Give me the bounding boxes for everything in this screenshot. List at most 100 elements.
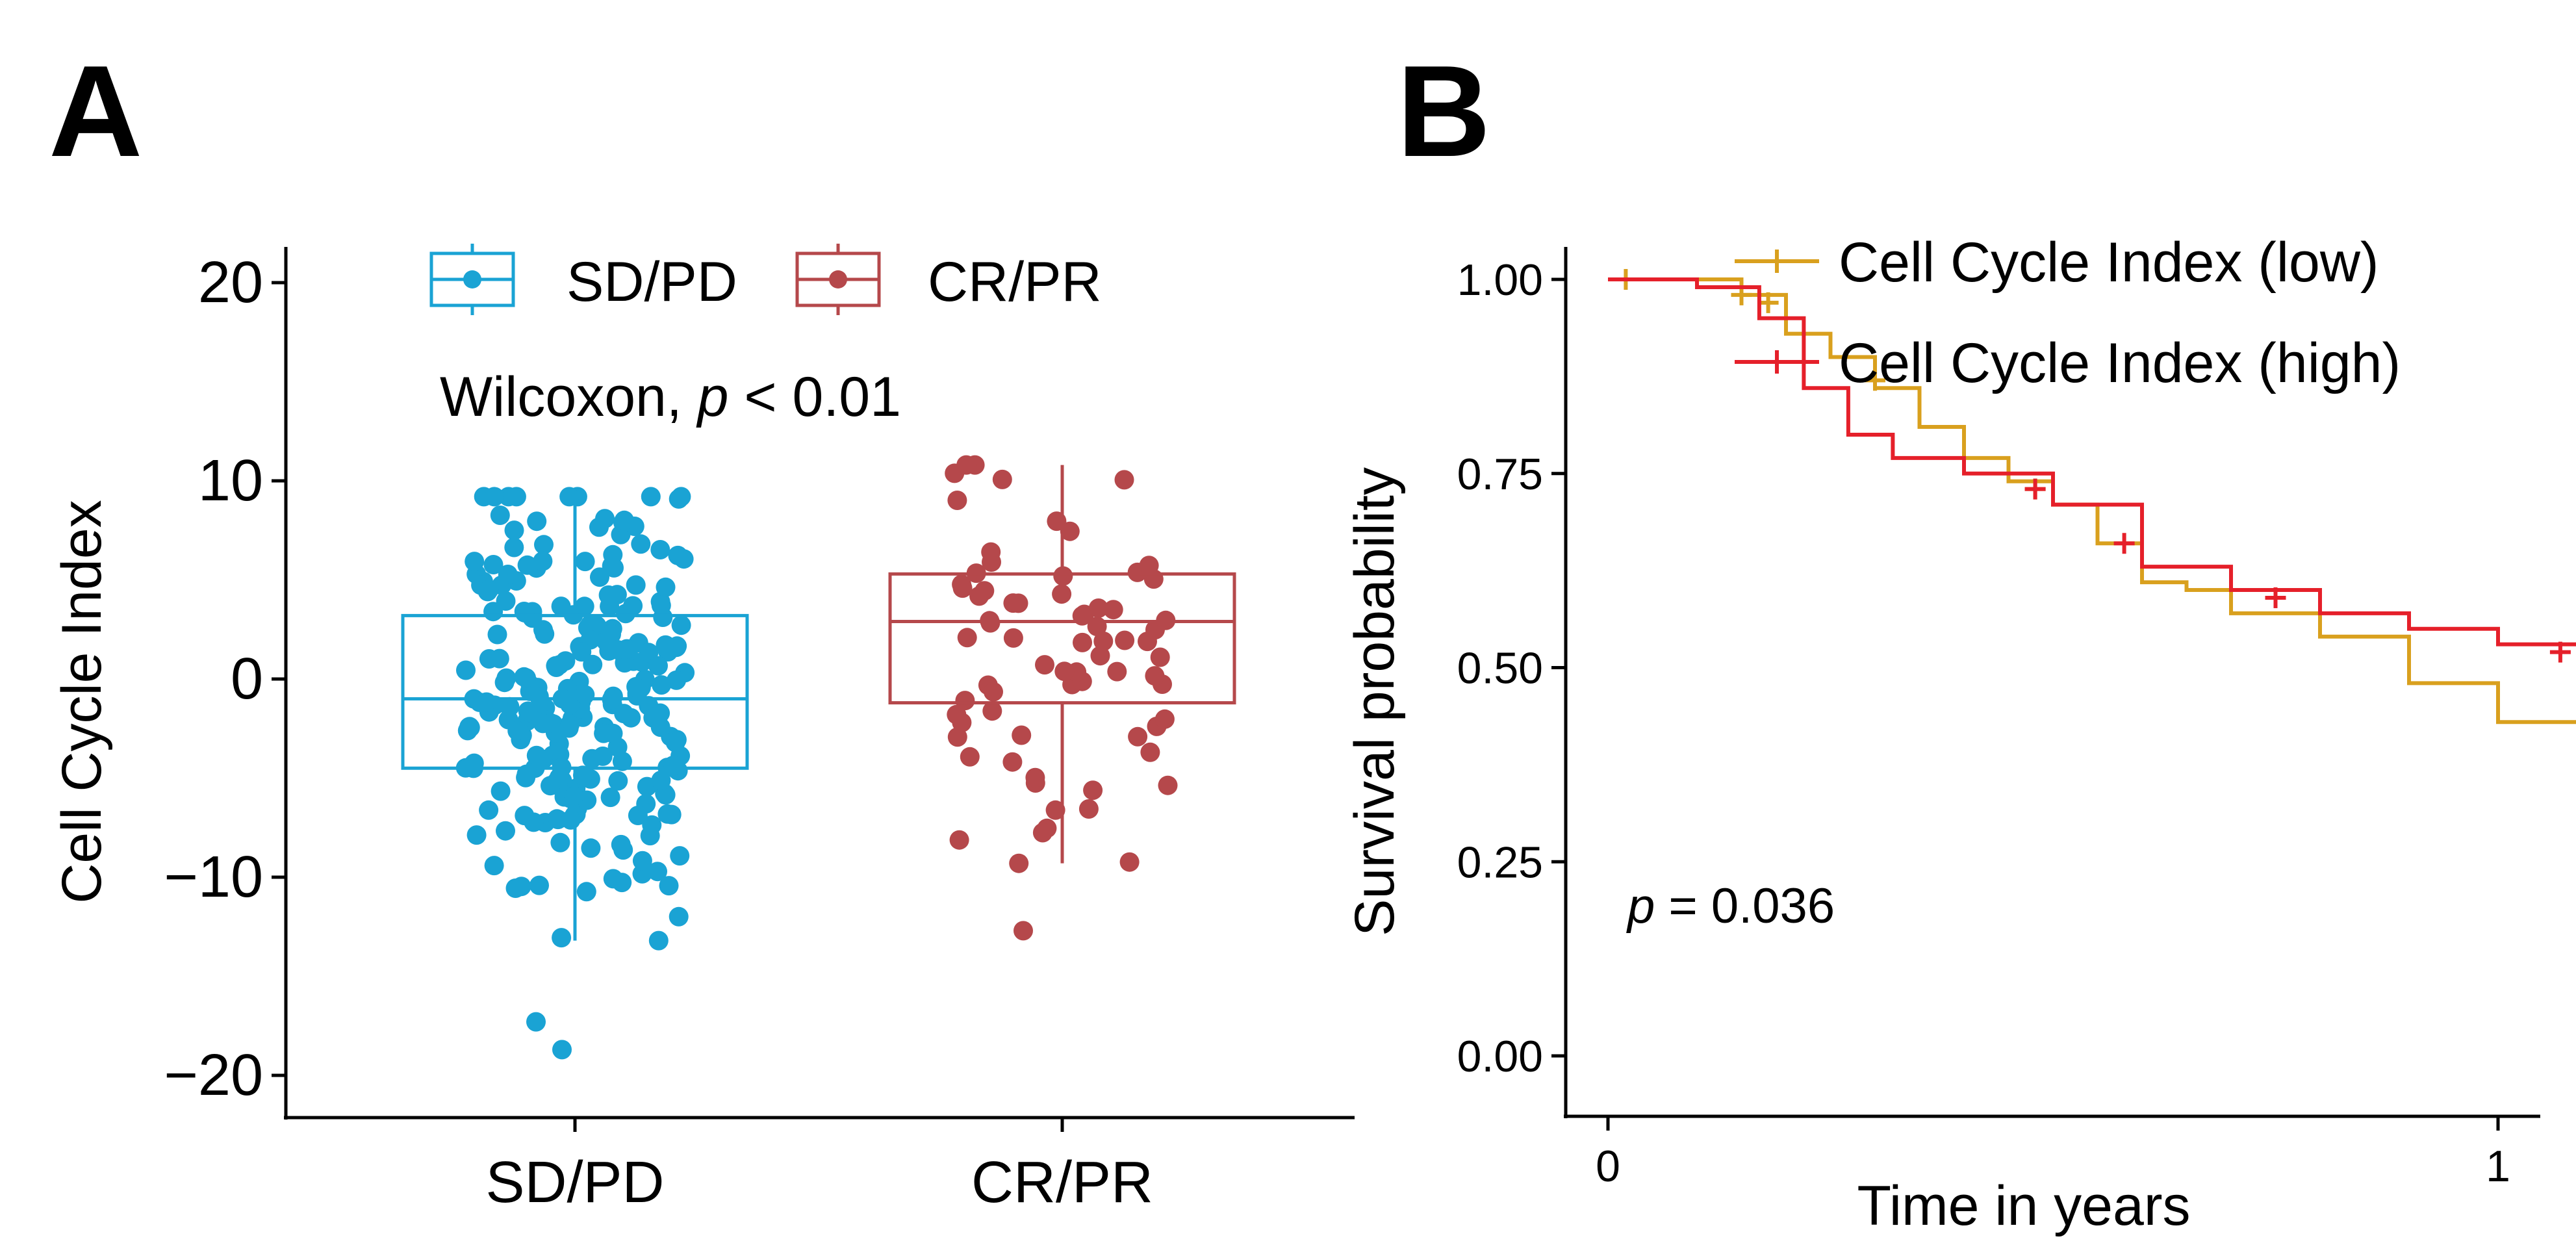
panel-a-y-tick-label: 20 [198,250,263,315]
outlier-point [526,1012,546,1032]
wilcoxon-annotation: Wilcoxon, p < 0.01 [440,366,901,428]
data-point [479,800,499,820]
data-point [1093,631,1114,651]
panel-b-y-tick-label: 0.75 [1457,450,1543,499]
legend-label-crpr: CR/PR [928,251,1102,313]
data-point [583,654,603,674]
data-point [643,708,663,728]
data-point [507,721,528,741]
data-point [650,540,670,559]
data-point [1053,566,1073,586]
data-point [500,697,520,717]
data-point [1060,521,1080,541]
data-point [1078,799,1099,819]
data-point [511,877,531,897]
data-point [596,631,616,651]
logrank-p: p [1626,878,1655,934]
data-point [669,906,689,927]
panel-a-y-tick-label: −10 [164,845,263,910]
data-point [1002,752,1023,772]
data-point [648,930,669,951]
panel-b-curves [1608,269,2576,724]
data-point [614,704,634,724]
outlier-point [1014,921,1033,941]
data-point [1032,823,1052,843]
panel-b-axes: 1.000.750.500.250.00012 [1457,247,2540,1191]
data-point [992,469,1012,489]
data-point [496,821,515,841]
data-point [623,596,643,616]
data-point [466,825,487,845]
data-point [956,455,976,475]
data-point [1107,661,1127,682]
data-point [957,628,977,648]
data-point [494,673,515,693]
data-point [982,701,1002,721]
data-point [1145,666,1165,686]
data-point [550,832,570,852]
data-point [516,767,536,788]
data-point [1045,800,1065,820]
data-point [504,520,524,541]
data-point [981,542,1001,562]
data-point [671,615,691,635]
panel-b-x-tick-label: 1 [2486,1142,2510,1191]
data-point [614,510,634,530]
data-point [535,624,555,644]
data-point [484,856,504,876]
data-point [576,882,596,902]
data-point [648,862,667,882]
legend-dot [829,270,847,288]
panel-a-y-label: Cell Cycle Index [51,500,113,903]
data-point [656,577,676,597]
data-point [626,575,646,595]
data-point [640,826,660,846]
data-point [491,781,511,801]
data-point [561,810,581,830]
data-point [604,558,624,578]
data-point [955,691,975,711]
data-point [1073,632,1092,652]
wilcoxon-suffix: < 0.01 [729,366,901,428]
data-point [648,656,668,676]
panel-b-y-tick-label: 0.25 [1457,838,1543,887]
data-point [541,776,560,796]
data-point [533,551,553,571]
data-point [641,487,661,507]
panel-a-boxes [401,465,1236,941]
data-point [960,747,980,767]
data-point [498,565,518,584]
data-point [476,692,496,712]
box-crpr [888,572,1236,705]
data-point [1090,646,1110,666]
data-point [489,648,509,669]
data-point [668,545,688,565]
data-point [659,876,679,896]
data-point [628,806,648,825]
data-point [1150,647,1170,667]
panel-b-y-tick-label: 1.00 [1457,255,1543,305]
panel-b-survival: 1.000.750.500.250.00012 Cell Cycle Index… [1344,231,2576,1237]
data-point [483,555,504,574]
data-point [1154,709,1175,729]
data-point [515,603,535,622]
data-point [612,873,632,893]
panel-label-a: A [49,39,142,184]
legend-label-high: Cell Cycle Index (high) [1839,332,2401,394]
panel-a-y-tick-label: 0 [231,647,263,711]
legend-key-crpr [795,244,881,315]
legend-key-sdpd [429,244,515,315]
data-point [984,682,1003,702]
data-point [1119,852,1140,872]
data-point [1140,742,1160,762]
data-point [1025,767,1045,788]
data-point [1115,630,1135,650]
data-point [534,535,554,555]
data-point [1103,600,1123,620]
km-curve-high [1608,277,2576,647]
panel-b-y-label: Survival probability [1344,467,1406,936]
data-point [1054,661,1075,682]
panel-a-x-tick-label: SD/PD [485,1150,664,1215]
data-point [1088,598,1108,618]
